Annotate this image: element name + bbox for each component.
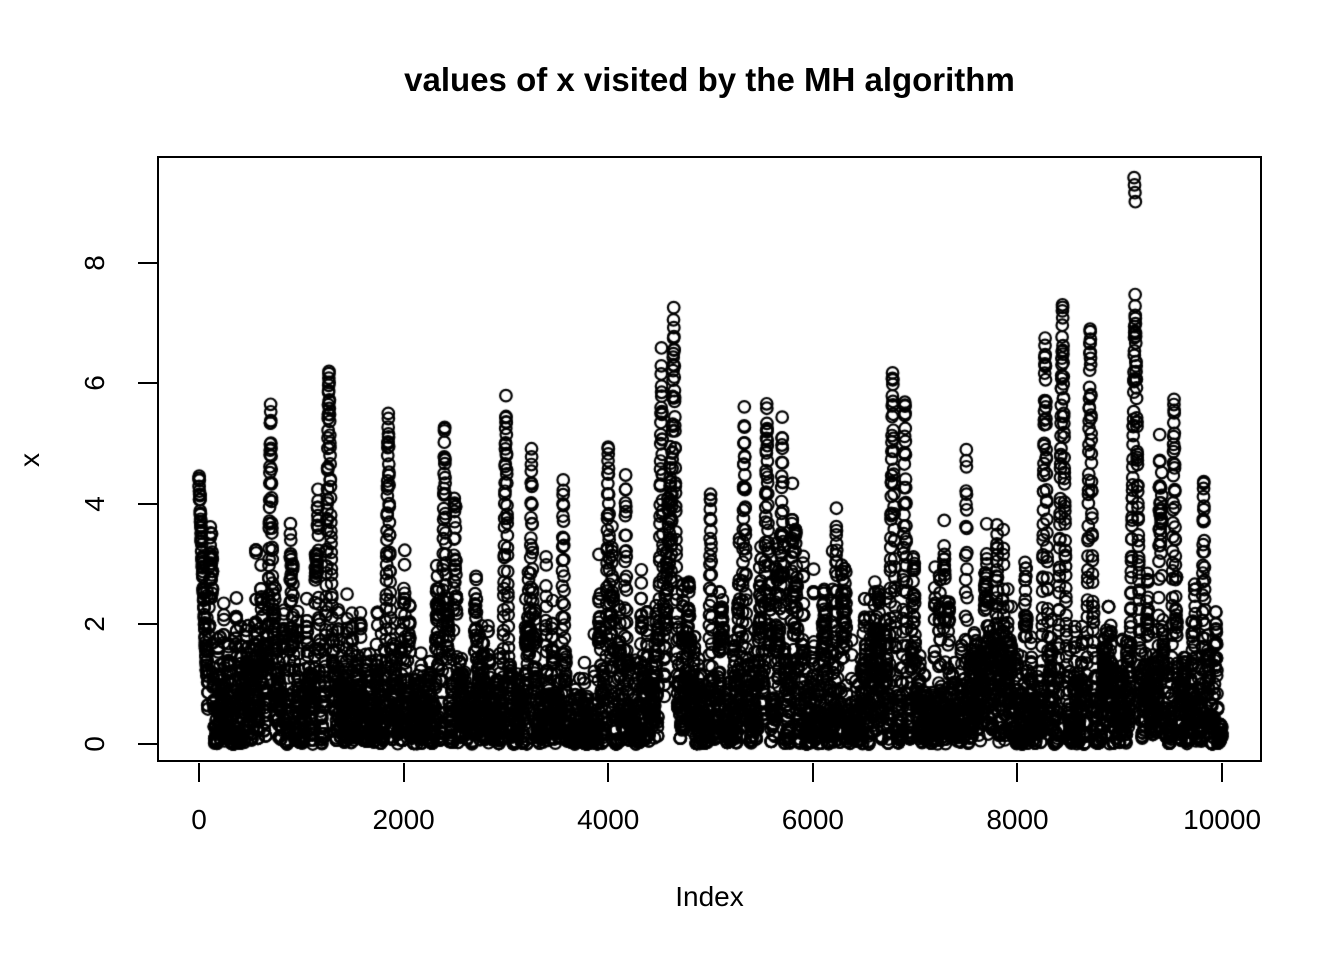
y-tick-mark (138, 382, 157, 385)
y-tick-mark (138, 622, 157, 625)
y-tick-mark (138, 743, 157, 745)
plot-points-canvas (159, 158, 1260, 760)
y-tick-label: 0 (79, 736, 110, 752)
x-tick-label: 2000 (372, 804, 435, 835)
x-tick-mark (1016, 763, 1019, 782)
x-tick-label: 4000 (577, 804, 640, 835)
y-tick-label: 8 (79, 255, 110, 271)
x-tick-mark (402, 763, 405, 782)
y-tick-label: 2 (79, 615, 110, 632)
x-tick-mark (607, 763, 610, 782)
y-tick-mark (138, 262, 157, 265)
x-tick-label: 10000 (1183, 804, 1262, 835)
x-tick-mark (811, 763, 814, 782)
x-tick-mark (198, 763, 200, 782)
y-tick-mark (138, 502, 157, 505)
y-tick-label: 4 (79, 495, 110, 512)
x-axis-label: Index (675, 881, 744, 912)
x-tick-label: 8000 (986, 804, 1049, 835)
y-tick-label: 6 (79, 375, 110, 392)
x-tick-label: 6000 (781, 804, 844, 835)
chart-title: values of x visited by the MH algorithm (404, 61, 1015, 98)
x-tick-label: 0 (191, 804, 207, 835)
x-tick-mark (1221, 763, 1224, 782)
y-axis-label: x (14, 453, 45, 467)
